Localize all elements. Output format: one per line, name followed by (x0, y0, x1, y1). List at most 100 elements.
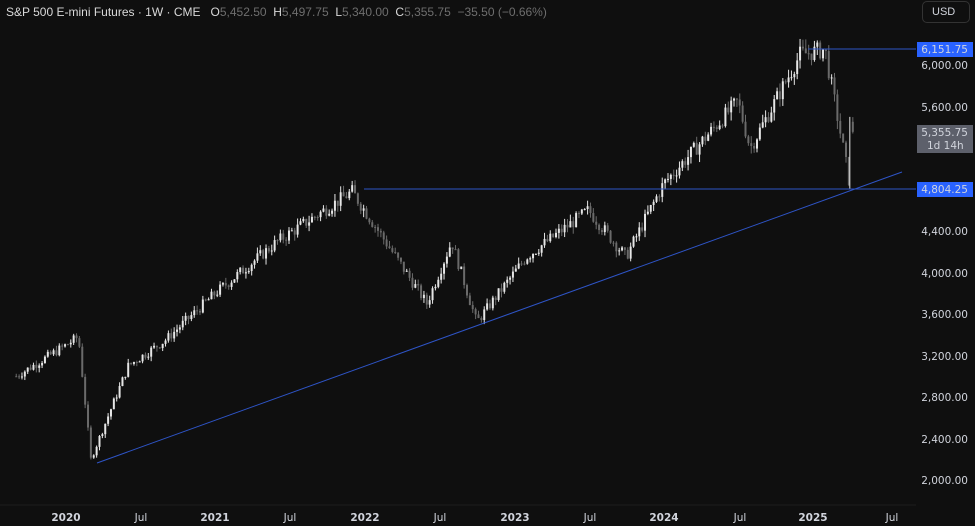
price-tick: 5,600.00 (921, 102, 968, 114)
candle (463, 266, 466, 286)
candle (213, 291, 216, 296)
time-tick: Jul (283, 512, 297, 524)
candle (641, 227, 644, 231)
candle (173, 331, 176, 339)
candle (807, 53, 810, 55)
candle (325, 208, 328, 216)
candle (224, 283, 227, 286)
candle (652, 201, 655, 206)
candle (279, 233, 282, 241)
candle (592, 213, 595, 222)
close-value: 5,355.75 (404, 5, 451, 19)
resistance-price-label: 6,151.75 (921, 44, 968, 56)
price-tick: 2,000.00 (921, 475, 968, 487)
candle (801, 46, 804, 49)
candle (431, 288, 434, 301)
candle (402, 261, 405, 272)
candle (517, 263, 520, 269)
candle (443, 263, 446, 274)
candle (342, 192, 345, 197)
time-tick: 2025 (798, 512, 827, 524)
candle (75, 335, 78, 339)
candle (150, 347, 153, 357)
candle (316, 216, 319, 218)
candle (451, 247, 454, 250)
candle (308, 222, 311, 226)
candle (796, 60, 799, 75)
candle (397, 252, 400, 258)
time-axis[interactable]: 2020 Jul 2021 Jul 2022 Jul 2023 Jul 2024… (51, 512, 898, 524)
candle (664, 179, 667, 184)
candle (411, 277, 414, 288)
candle (69, 342, 72, 345)
candle (66, 344, 69, 346)
candle (738, 99, 741, 106)
candle (494, 297, 497, 300)
candle (305, 218, 308, 226)
trendline[interactable] (96, 171, 903, 464)
candle (486, 303, 489, 310)
price-tick: 3,200.00 (921, 351, 968, 363)
candle (707, 134, 710, 141)
price-axis[interactable]: 6,000.00 5,600.00 4,400.00 4,000.00 3,60… (917, 42, 973, 487)
candle (55, 350, 58, 356)
candle (566, 224, 569, 228)
candle (365, 208, 368, 219)
candle (204, 299, 207, 301)
candle (362, 208, 365, 211)
candle (646, 211, 649, 214)
candle (29, 367, 32, 370)
candle (356, 193, 359, 204)
currency-button[interactable]: USD (922, 1, 970, 23)
candle (130, 362, 133, 364)
candle (658, 196, 661, 198)
candle (514, 268, 517, 272)
candle (600, 230, 603, 233)
high-value: 5,497.75 (281, 5, 329, 19)
candle (379, 230, 382, 233)
candle (273, 240, 276, 251)
candle (138, 361, 141, 363)
candle (618, 250, 621, 252)
candle (623, 247, 626, 250)
candle (262, 250, 265, 259)
candle (374, 226, 377, 228)
time-tick: 2020 (51, 512, 80, 524)
candle (575, 213, 578, 228)
candle (371, 222, 374, 227)
candle (259, 250, 262, 254)
time-tick: Jul (733, 512, 747, 524)
candle (92, 455, 95, 458)
candle (293, 230, 296, 235)
candle (216, 294, 219, 296)
candle (629, 246, 632, 259)
candle (678, 167, 681, 176)
candle (520, 263, 523, 265)
candle (595, 221, 598, 225)
candle (84, 376, 87, 405)
support-price-label-bg (917, 182, 973, 197)
candle (239, 267, 242, 273)
candle (417, 284, 420, 286)
candle (715, 127, 718, 130)
candle (428, 300, 431, 305)
candle (698, 144, 701, 155)
candle (333, 200, 336, 211)
candle (265, 248, 268, 259)
candle (391, 248, 394, 252)
candle (112, 398, 115, 410)
candle (626, 249, 629, 259)
resistance-price-label-bg (917, 42, 973, 57)
candle (41, 363, 44, 366)
candle (193, 310, 196, 316)
candle (236, 272, 239, 280)
candle (448, 247, 451, 257)
candle (506, 279, 509, 283)
candle (644, 213, 647, 231)
candle (121, 377, 124, 387)
candle (176, 329, 179, 332)
candle (701, 136, 704, 145)
candle (78, 338, 81, 347)
candle (790, 77, 793, 79)
